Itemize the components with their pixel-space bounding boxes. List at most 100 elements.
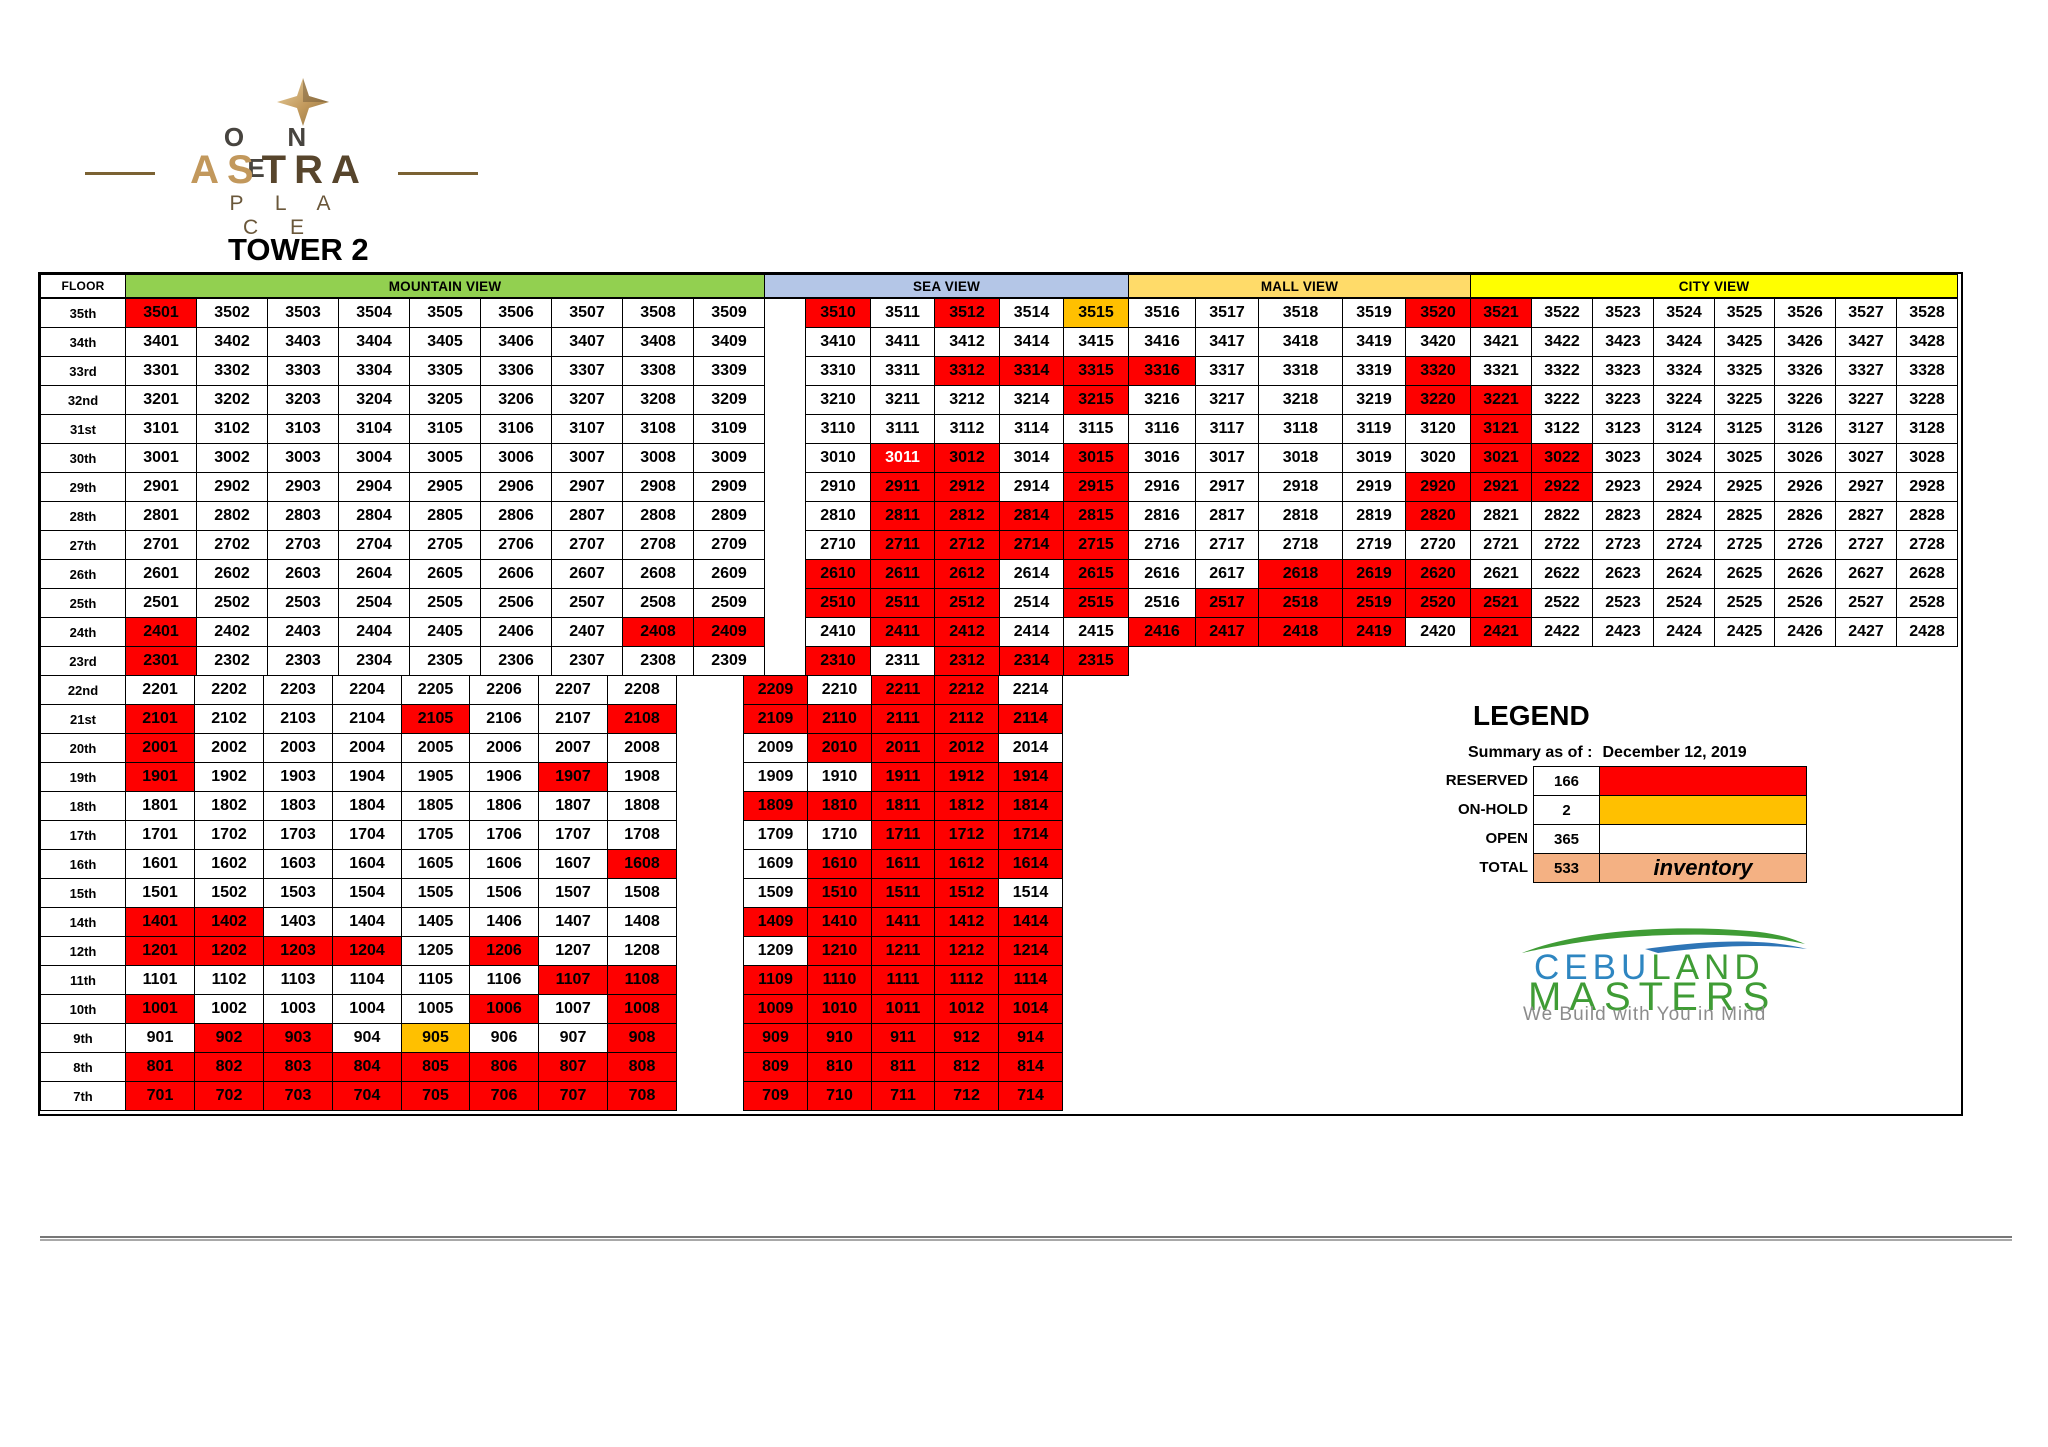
unit-cell-911: 911 bbox=[871, 1023, 935, 1053]
unit-cell-3426: 3426 bbox=[1774, 327, 1836, 357]
unit-cell-1108: 1108 bbox=[607, 965, 677, 995]
unit-cell-2311: 2311 bbox=[870, 646, 935, 676]
unit-cell-1210: 1210 bbox=[807, 936, 872, 966]
unit-cell-3115: 3115 bbox=[1063, 414, 1129, 444]
unit-cell-2722: 2722 bbox=[1531, 530, 1593, 560]
unit-cell-2203: 2203 bbox=[263, 675, 333, 705]
unit-cell-3214: 3214 bbox=[999, 385, 1064, 415]
unit-cell-2916: 2916 bbox=[1128, 472, 1196, 502]
floor-label-23rd: 23rd bbox=[40, 646, 126, 676]
unit-cell-3114: 3114 bbox=[999, 414, 1064, 444]
unit-cell-1505: 1505 bbox=[401, 878, 470, 908]
unit-cell-3125: 3125 bbox=[1714, 414, 1775, 444]
unit-cell-1511: 1511 bbox=[871, 878, 935, 908]
unit-cell-2626: 2626 bbox=[1774, 559, 1836, 589]
unit-cell-1105: 1105 bbox=[401, 965, 470, 995]
unit-cell-3322: 3322 bbox=[1531, 356, 1593, 386]
unit-cell-2514: 2514 bbox=[999, 588, 1064, 618]
brand-tagline: We Build with You in Mind bbox=[1523, 1004, 1767, 1025]
unit-cell-3427: 3427 bbox=[1835, 327, 1897, 357]
unit-cell-2527: 2527 bbox=[1835, 588, 1897, 618]
unit-cell-3215: 3215 bbox=[1063, 385, 1129, 415]
unit-cell-2702: 2702 bbox=[196, 530, 268, 560]
unit-cell-1209: 1209 bbox=[743, 936, 808, 966]
unit-cell-2420: 2420 bbox=[1405, 617, 1471, 647]
unit-cell-1810: 1810 bbox=[807, 791, 872, 821]
unit-cell-2419: 2419 bbox=[1342, 617, 1406, 647]
unit-cell-2712: 2712 bbox=[934, 530, 1000, 560]
unit-cell-2011: 2011 bbox=[871, 733, 935, 763]
floor-label-33rd: 33rd bbox=[40, 356, 126, 386]
floor-label-19th: 19th bbox=[40, 762, 126, 792]
unit-cell-2411: 2411 bbox=[870, 617, 935, 647]
unit-cell-2927: 2927 bbox=[1835, 472, 1897, 502]
unit-cell-3520: 3520 bbox=[1405, 298, 1471, 328]
unit-cell-3107: 3107 bbox=[551, 414, 623, 444]
unit-cell-3211: 3211 bbox=[870, 385, 935, 415]
unit-cell-2525: 2525 bbox=[1714, 588, 1775, 618]
unit-cell-3418: 3418 bbox=[1258, 327, 1343, 357]
unit-cell-810: 810 bbox=[807, 1052, 872, 1082]
unit-cell-2305: 2305 bbox=[409, 646, 481, 676]
unit-cell-3004: 3004 bbox=[338, 443, 410, 473]
unit-cell-2309: 2309 bbox=[693, 646, 765, 676]
unit-cell-2109: 2109 bbox=[743, 704, 808, 734]
unit-cell-712: 712 bbox=[934, 1081, 999, 1111]
unit-cell-2822: 2822 bbox=[1531, 501, 1593, 531]
unit-cell-3120: 3120 bbox=[1405, 414, 1471, 444]
unit-cell-2809: 2809 bbox=[693, 501, 765, 531]
unit-cell-2808: 2808 bbox=[622, 501, 694, 531]
floor-label-21st: 21st bbox=[40, 704, 126, 734]
unit-cell-2924: 2924 bbox=[1653, 472, 1715, 502]
unit-cell-3003: 3003 bbox=[267, 443, 339, 473]
unit-cell-3109: 3109 bbox=[693, 414, 765, 444]
unit-cell-1801: 1801 bbox=[125, 791, 195, 821]
floor-label-25th: 25th bbox=[40, 588, 126, 618]
unit-cell-3421: 3421 bbox=[1470, 327, 1532, 357]
unit-cell-2611: 2611 bbox=[870, 559, 935, 589]
unit-cell-1403: 1403 bbox=[263, 907, 333, 937]
unit-cell-3212: 3212 bbox=[934, 385, 1000, 415]
unit-cell-3124: 3124 bbox=[1653, 414, 1715, 444]
unit-cell-1109: 1109 bbox=[743, 965, 808, 995]
floor-label-20th: 20th bbox=[40, 733, 126, 763]
unit-cell-1807: 1807 bbox=[538, 791, 608, 821]
unit-cell-2001: 2001 bbox=[125, 733, 195, 763]
unit-cell-3204: 3204 bbox=[338, 385, 410, 415]
unit-cell-2103: 2103 bbox=[263, 704, 333, 734]
unit-cell-2503: 2503 bbox=[267, 588, 339, 618]
unit-cell-2925: 2925 bbox=[1714, 472, 1775, 502]
unit-cell-1604: 1604 bbox=[332, 849, 402, 879]
unit-cell-2505: 2505 bbox=[409, 588, 481, 618]
unit-cell-1802: 1802 bbox=[194, 791, 264, 821]
unit-cell-2708: 2708 bbox=[622, 530, 694, 560]
unit-cell-1110: 1110 bbox=[807, 965, 872, 995]
unit-cell-2803: 2803 bbox=[267, 501, 339, 531]
unit-cell-1708: 1708 bbox=[607, 820, 677, 850]
unit-cell-3422: 3422 bbox=[1531, 327, 1593, 357]
floor-label-7th: 7th bbox=[40, 1081, 126, 1111]
unit-cell-2603: 2603 bbox=[267, 559, 339, 589]
unit-cell-708: 708 bbox=[607, 1081, 677, 1111]
unit-cell-3228: 3228 bbox=[1896, 385, 1958, 415]
unit-cell-2816: 2816 bbox=[1128, 501, 1196, 531]
unit-cell-3205: 3205 bbox=[409, 385, 481, 415]
unit-cell-3512: 3512 bbox=[934, 298, 1000, 328]
unit-cell-2110: 2110 bbox=[807, 704, 872, 734]
unit-cell-2107: 2107 bbox=[538, 704, 608, 734]
unit-cell-2721: 2721 bbox=[1470, 530, 1532, 560]
unit-cell-3420: 3420 bbox=[1405, 327, 1471, 357]
unit-cell-1214: 1214 bbox=[998, 936, 1063, 966]
unit-cell-3110: 3110 bbox=[805, 414, 871, 444]
unit-cell-2918: 2918 bbox=[1258, 472, 1343, 502]
unit-cell-2906: 2906 bbox=[480, 472, 552, 502]
unit-cell-1414: 1414 bbox=[998, 907, 1063, 937]
unit-cell-2404: 2404 bbox=[338, 617, 410, 647]
unit-cell-3018: 3018 bbox=[1258, 443, 1343, 473]
unit-cell-1503: 1503 bbox=[263, 878, 333, 908]
unit-cell-2003: 2003 bbox=[263, 733, 333, 763]
unit-cell-1904: 1904 bbox=[332, 762, 402, 792]
unit-cell-1710: 1710 bbox=[807, 820, 872, 850]
unit-cell-3518: 3518 bbox=[1258, 298, 1343, 328]
